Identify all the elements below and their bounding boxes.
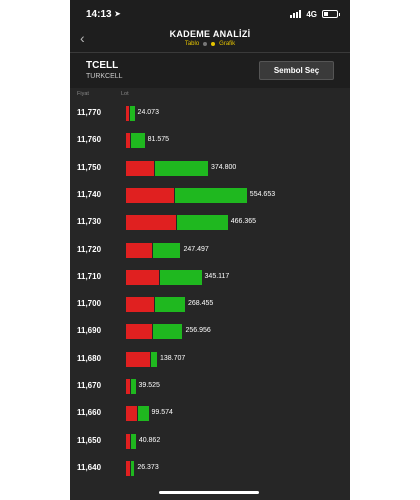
depth-row[interactable]: 11,720 247.497 (70, 242, 350, 260)
buy-bar (137, 406, 149, 422)
buy-bar (130, 106, 135, 121)
page-title: KADEME ANALİZİ (169, 29, 251, 39)
buy-bar (174, 187, 247, 203)
column-headers: Fiyat Lot (70, 89, 350, 101)
status-bar: 14:13 ➤ 4G (70, 0, 350, 28)
row-price: 11,670 (77, 381, 102, 390)
sell-bar (126, 379, 131, 394)
row-lot: 554.653 (249, 190, 276, 198)
row-price: 11,700 (77, 299, 102, 309)
depth-row[interactable]: 11,650 40.862 (70, 433, 350, 451)
sell-bar (126, 187, 174, 203)
lot-column-header: Lot (121, 91, 129, 97)
depth-row[interactable]: 11,740 554.653 (70, 187, 350, 205)
network-label: 4G (306, 9, 317, 19)
tab-chart[interactable]: Grafik (219, 41, 236, 47)
tab-chart-indicator[interactable] (211, 42, 216, 46)
row-lot: 247.497 (183, 245, 209, 253)
row-price: 11,760 (77, 135, 102, 145)
status-indicators: 4G (290, 9, 340, 19)
buy-bar (160, 269, 202, 285)
buy-bar (155, 160, 208, 176)
sell-bar (126, 351, 150, 367)
buy-bar (155, 297, 185, 313)
row-lot: 374.800 (210, 163, 237, 171)
depth-row[interactable]: 11,670 39.525 (70, 378, 350, 396)
signal-icon (290, 10, 302, 18)
sell-bar (126, 406, 137, 422)
row-lot: 99.574 (151, 409, 173, 417)
buy-bar (131, 379, 136, 394)
buy-bar (131, 460, 135, 476)
row-price: 11,720 (77, 244, 102, 254)
sell-bar (126, 160, 155, 176)
buy-bar (152, 242, 181, 258)
nav-bar: ‹ KADEME ANALİZİ Tablo Grafik (70, 28, 350, 52)
row-price: 11,650 (77, 435, 102, 445)
symbol-code: TCELL (86, 60, 119, 71)
sell-bar (126, 215, 176, 231)
sell-bar (126, 133, 131, 149)
depth-row[interactable]: 11,660 99.574 (70, 405, 350, 423)
depth-row[interactable]: 11,770 24.073 (70, 105, 350, 123)
row-price: 11,640 (77, 462, 102, 472)
phone-screen: 14:13 ➤ 4G ‹ KADEME ANALİZİ Tablo Grafik… (70, 0, 350, 500)
row-price: 11,750 (77, 162, 102, 172)
row-lot: 81.575 (147, 136, 170, 144)
sell-bar (126, 242, 152, 258)
depth-row[interactable]: 11,730 466.365 (70, 214, 350, 232)
select-symbol-button[interactable]: Sembol Seç (259, 61, 334, 80)
view-tabs: Tablo Grafik (70, 41, 350, 47)
location-arrow-icon: ➤ (114, 11, 121, 18)
row-lot: 39.525 (138, 382, 160, 389)
sell-bar (126, 297, 155, 313)
buy-bar (131, 433, 136, 449)
depth-row[interactable]: 11,710 345.117 (70, 269, 350, 287)
row-price: 11,770 (77, 108, 102, 117)
tab-table[interactable]: Tablo (184, 41, 200, 47)
buy-bar (150, 351, 157, 367)
depth-row[interactable]: 11,760 81.575 (70, 132, 350, 150)
back-chevron-icon[interactable]: ‹ (80, 30, 85, 46)
buy-bar (152, 324, 183, 340)
row-price: 11,660 (77, 408, 102, 418)
sell-bar (126, 324, 152, 340)
sell-bar (126, 106, 129, 121)
sell-bar (126, 433, 131, 449)
depth-row[interactable]: 11,690 256.956 (70, 323, 350, 341)
status-time: 14:13 (86, 8, 112, 20)
depth-row[interactable]: 11,700 268.455 (70, 296, 350, 314)
sell-bar (126, 460, 131, 476)
buy-bar (131, 133, 145, 149)
row-price: 11,710 (77, 271, 102, 281)
status-time-group: 14:13 ➤ (86, 9, 120, 20)
tab-table-indicator[interactable] (203, 42, 208, 46)
row-lot: 466.365 (230, 218, 257, 226)
row-price: 11,680 (77, 353, 102, 363)
depth-row[interactable]: 11,680 138.707 (70, 351, 350, 369)
sell-bar (126, 269, 160, 285)
home-indicator (159, 491, 259, 494)
row-lot: 26.373 (137, 463, 159, 471)
row-price: 11,690 (77, 326, 102, 336)
row-lot: 256.956 (185, 327, 211, 335)
row-lot: 24.073 (137, 109, 159, 116)
row-price: 11,740 (77, 189, 102, 199)
buy-bar (176, 215, 228, 231)
battery-icon (322, 10, 340, 18)
row-lot: 40.862 (138, 436, 161, 444)
symbol-header: TCELL TURKCELL Sembol Seç (70, 52, 350, 88)
depth-row[interactable]: 11,640 26.373 (70, 460, 350, 478)
price-column-header: Fiyat (77, 91, 89, 97)
row-price: 11,730 (77, 217, 102, 227)
row-lot: 345.117 (204, 272, 230, 280)
row-lot: 138.707 (159, 354, 186, 362)
row-lot: 268.455 (187, 300, 214, 308)
depth-row[interactable]: 11,750 374.800 (70, 160, 350, 178)
symbol-name: TURKCELL (86, 73, 123, 80)
